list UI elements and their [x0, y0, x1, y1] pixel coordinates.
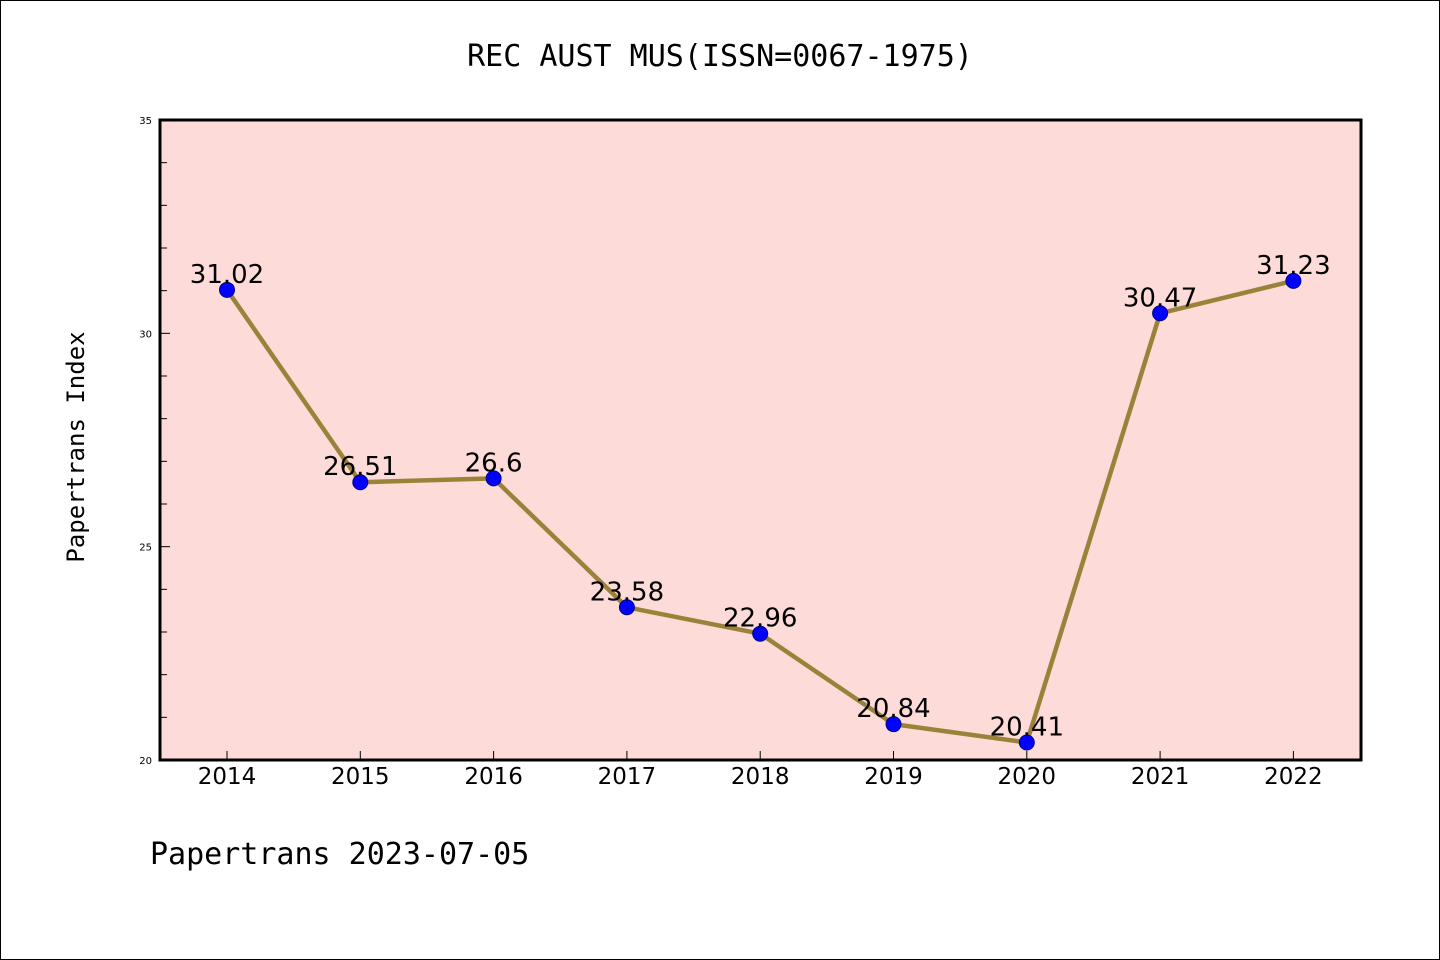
y-tick-label: 25 — [139, 543, 152, 554]
x-tick-label: 2016 — [464, 764, 523, 790]
y-tick-label: 20 — [139, 756, 152, 767]
data-point — [352, 474, 369, 491]
data-point — [752, 625, 769, 642]
plot-area — [158, 118, 1363, 762]
x-tick-label: 2019 — [864, 764, 923, 790]
data-point — [618, 599, 635, 616]
data-point — [219, 281, 235, 298]
x-tick-label: 2015 — [331, 764, 390, 790]
x-tick-label: 2014 — [198, 764, 257, 790]
x-tick-label: 2022 — [1264, 764, 1323, 790]
data-label: 30.47 — [1123, 283, 1197, 313]
data-label: 20.41 — [990, 713, 1064, 743]
footer-date-text: Papertrans 2023-07-05 — [150, 837, 529, 872]
x-tick-label: 2017 — [598, 764, 657, 790]
x-tick-label: 2018 — [731, 764, 790, 790]
data-point — [1152, 305, 1169, 322]
data-point — [885, 716, 902, 733]
y-axis-label: Papertrans Index — [62, 331, 90, 562]
x-axis: 2014 2015 2016 2017 2018 2019 2020 2021 2022 — [198, 751, 1323, 790]
y-axis: 20 25 30 35 — [139, 116, 170, 767]
x-tick-label: 2020 — [998, 764, 1057, 790]
data-point — [1285, 272, 1302, 289]
data-label: 20.84 — [856, 694, 930, 724]
data-label: 26.6 — [465, 448, 523, 478]
data-label: 22.96 — [723, 604, 797, 634]
data-label: 23.58 — [590, 577, 664, 607]
data-label: 26.51 — [323, 452, 397, 482]
data-labels: 31.02 26.51 26.6 23.58 22.96 20.84 20.41 30.47 3… — [190, 251, 1331, 743]
y-tick-label: 35 — [139, 116, 152, 127]
y-tick-label: 30 — [139, 329, 152, 340]
data-point — [1018, 734, 1035, 751]
data-point — [485, 470, 502, 487]
data-label: 31.02 — [190, 260, 264, 290]
data-label: 31.23 — [1256, 251, 1330, 281]
chart-title: REC AUST MUS(ISSN=0067-1975) — [467, 39, 973, 74]
x-tick-label: 2021 — [1131, 764, 1190, 790]
series-group — [219, 272, 1302, 751]
